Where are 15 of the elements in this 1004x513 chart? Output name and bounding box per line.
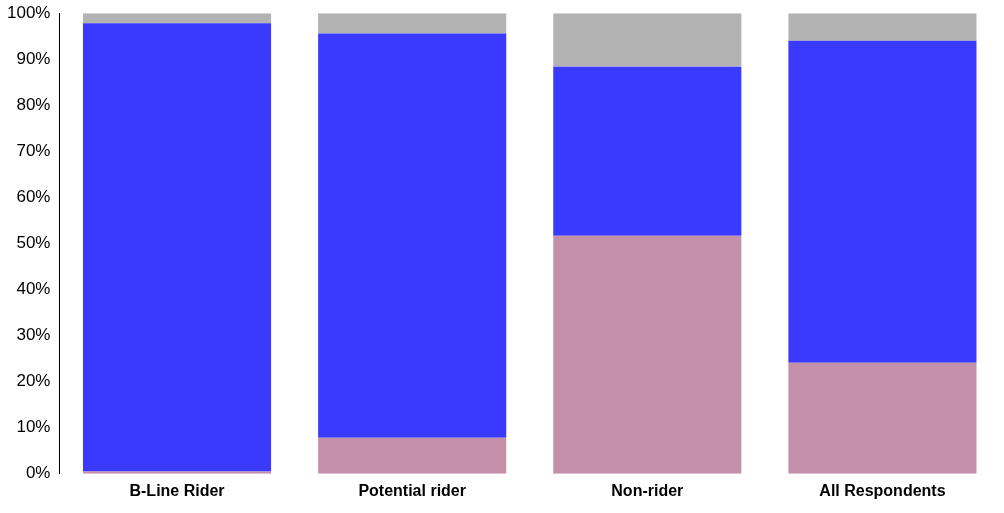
x-tick-label: All Respondents bbox=[819, 481, 946, 499]
y-tick-label: 80% bbox=[16, 95, 51, 115]
y-tick-label: 40% bbox=[16, 279, 51, 299]
y-tick-label: 20% bbox=[16, 371, 51, 391]
y-tick-label: 30% bbox=[16, 325, 51, 345]
x-tick-label: B-Line Rider bbox=[129, 481, 225, 499]
y-tick-label: 50% bbox=[16, 233, 51, 253]
y-tick-label: 90% bbox=[16, 48, 51, 68]
y-tick-label: 70% bbox=[16, 141, 51, 161]
y-tick-label: 0% bbox=[25, 463, 51, 483]
y-tick-label: 60% bbox=[16, 187, 51, 207]
x-tick-label: Non-rider bbox=[611, 481, 684, 499]
y-tick-label: 10% bbox=[16, 417, 51, 437]
x-tick-label: Potential rider bbox=[358, 481, 466, 499]
y-tick-label: 100% bbox=[7, 2, 51, 22]
